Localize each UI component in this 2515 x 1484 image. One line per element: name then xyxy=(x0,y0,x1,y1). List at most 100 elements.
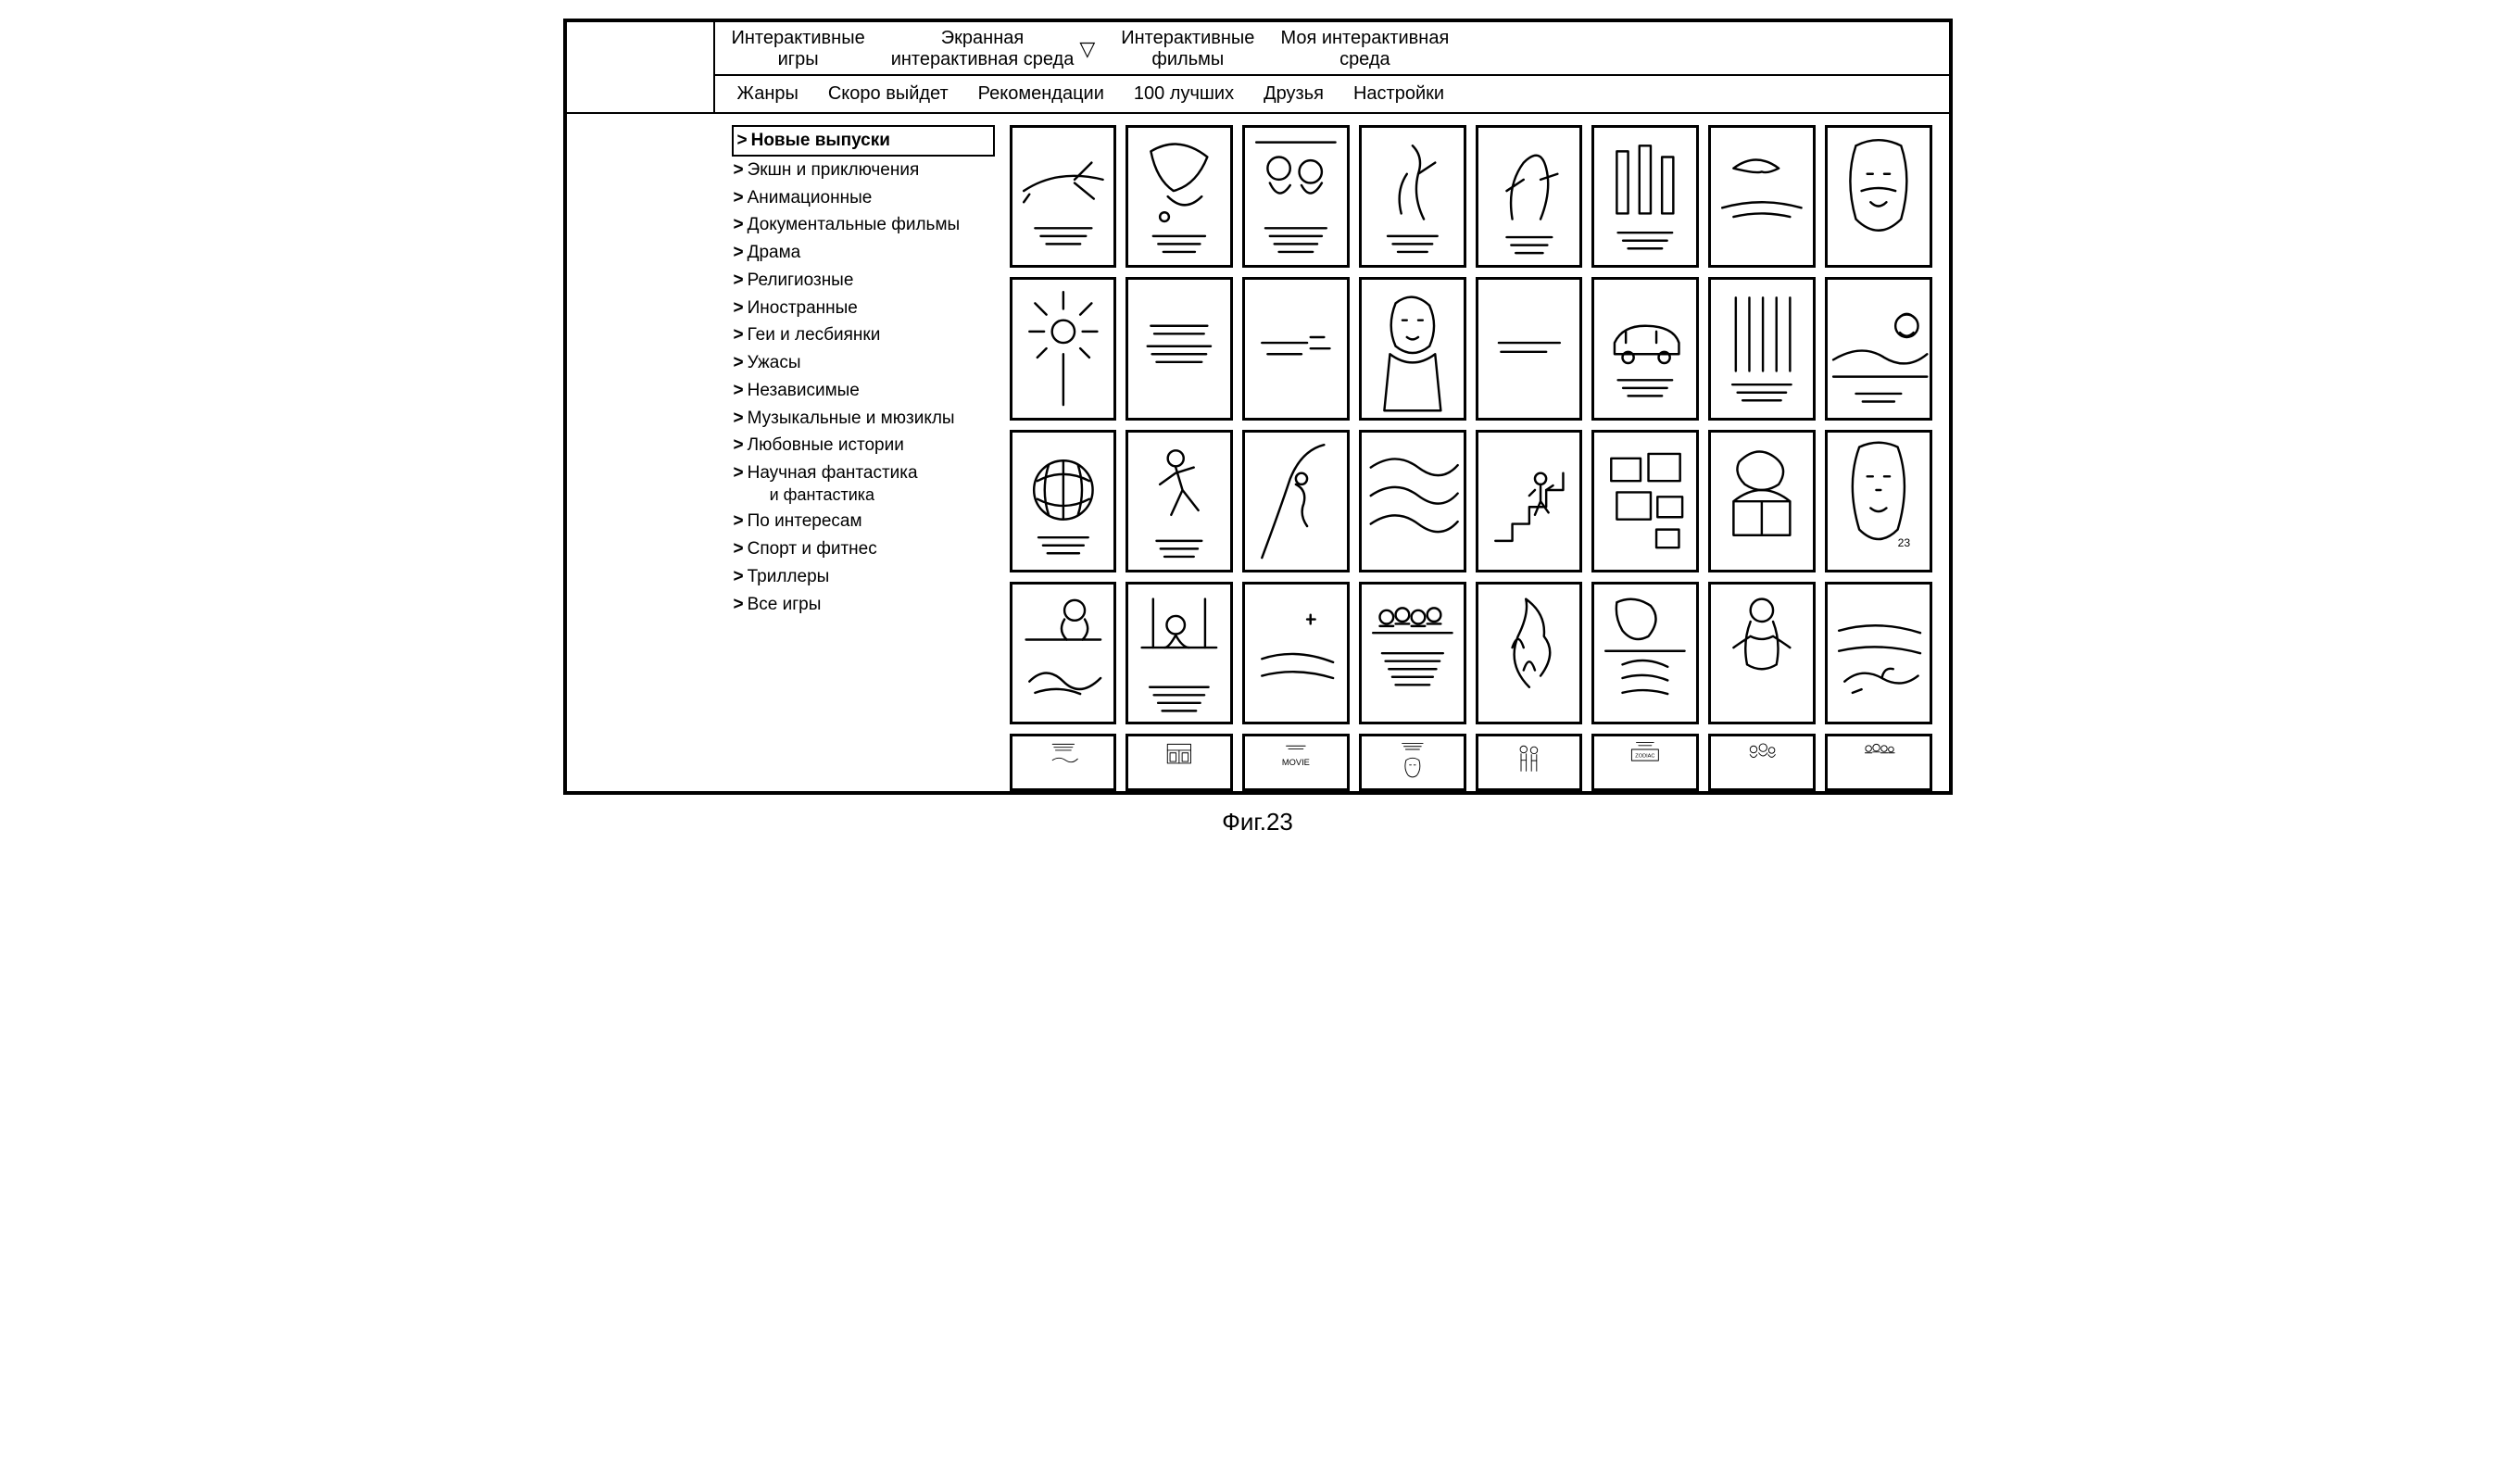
genre-item-g-indie[interactable]: >Независимые xyxy=(732,377,995,405)
genre-item-g-romance[interactable]: >Любовные истории xyxy=(732,432,995,459)
genre-label: Документальные фильмы xyxy=(748,214,961,236)
movie-thumbnail[interactable] xyxy=(1708,430,1816,572)
subnav-top100[interactable]: 100 лучших xyxy=(1134,83,1234,105)
nav-item-films[interactable]: Интерактивные фильмы xyxy=(1121,28,1254,70)
movie-thumbnail[interactable] xyxy=(1359,430,1466,572)
genre-label: Драма xyxy=(748,242,801,264)
movie-thumbnail[interactable] xyxy=(1242,430,1350,572)
movie-thumbnail[interactable] xyxy=(1010,734,1117,791)
genre-item-g-relig[interactable]: >Религиозные xyxy=(732,267,995,295)
genre-item-g-interest[interactable]: >По интересам xyxy=(732,508,995,535)
movie-thumbnail[interactable] xyxy=(1708,734,1816,791)
movie-thumbnail[interactable] xyxy=(1010,277,1117,420)
movie-thumbnail[interactable] xyxy=(1476,277,1583,420)
movie-thumbnail[interactable] xyxy=(1125,125,1233,268)
svg-text:23: 23 xyxy=(1897,536,1910,549)
movie-thumbnail[interactable] xyxy=(1359,582,1466,724)
genre-item-g-gay[interactable]: >Геи и лесбиянки xyxy=(732,321,995,349)
top-nav: Интерактивные игры Экранная интерактивна… xyxy=(715,22,1949,76)
movie-thumbnail[interactable] xyxy=(1125,582,1233,724)
movie-thumbnail[interactable] xyxy=(1825,734,1932,791)
movie-thumbnail[interactable] xyxy=(1359,125,1466,268)
movie-thumbnail[interactable] xyxy=(1125,734,1233,791)
movie-thumbnail[interactable] xyxy=(1359,734,1466,791)
movie-thumbnail[interactable] xyxy=(1010,125,1117,268)
genre-sublabel: и фантастика xyxy=(748,484,918,506)
movie-thumbnail[interactable] xyxy=(1125,277,1233,420)
movie-thumbnail[interactable] xyxy=(1708,277,1816,420)
genre-label: Экшн и приключения xyxy=(748,159,920,182)
svg-text:MOVIE: MOVIE xyxy=(1282,758,1310,767)
genre-label: Триллеры xyxy=(748,566,830,588)
subnav-genres[interactable]: Жанры xyxy=(737,83,799,105)
movie-thumbnail[interactable] xyxy=(1125,430,1233,572)
movie-thumbnail[interactable]: MOVIE xyxy=(1242,734,1350,791)
movie-thumbnail[interactable]: 23 xyxy=(1825,430,1932,572)
genre-label: Спорт и фитнес xyxy=(748,538,877,560)
subnav-soon[interactable]: Скоро выйдет xyxy=(828,83,949,105)
chevron-right-icon: > xyxy=(734,594,744,616)
subnav-settings[interactable]: Настройки xyxy=(1353,83,1444,105)
movie-thumbnail[interactable] xyxy=(1010,582,1117,724)
app-frame: Интерактивные игры Экранная интерактивна… xyxy=(563,19,1953,795)
movie-thumbnail[interactable] xyxy=(1708,582,1816,724)
genre-item-g-new[interactable]: >Новые выпуски xyxy=(732,125,995,157)
genre-label: Музыкальные и мюзиклы xyxy=(748,408,955,430)
svg-text:ZODIAC: ZODIAC xyxy=(1636,754,1655,760)
movie-thumbnail[interactable] xyxy=(1591,582,1699,724)
movie-thumbnail[interactable]: ZODIAC xyxy=(1591,734,1699,791)
chevron-right-icon: > xyxy=(734,538,744,560)
movie-thumbnail[interactable] xyxy=(1476,734,1583,791)
chevron-right-icon: > xyxy=(734,270,744,292)
movie-thumbnail[interactable] xyxy=(1708,125,1816,268)
genre-item-g-anim[interactable]: >Анимационные xyxy=(732,184,995,212)
movie-thumbnail[interactable] xyxy=(1591,430,1699,572)
genre-item-g-sport[interactable]: >Спорт и фитнес xyxy=(732,535,995,563)
movie-thumbnail[interactable] xyxy=(1242,582,1350,724)
chevron-right-icon: > xyxy=(734,214,744,236)
genre-item-g-horror[interactable]: >Ужасы xyxy=(732,349,995,377)
subnav-rec[interactable]: Рекомендации xyxy=(978,83,1104,105)
genre-item-g-thriller[interactable]: >Триллеры xyxy=(732,563,995,591)
genre-label: Научная фантастикаи фантастика xyxy=(748,462,918,505)
header-logo-block xyxy=(567,22,715,114)
movie-thumbnail[interactable] xyxy=(1242,277,1350,420)
movie-thumbnail[interactable] xyxy=(1476,582,1583,724)
chevron-right-icon: > xyxy=(734,434,744,457)
movie-thumbnail[interactable] xyxy=(1825,125,1932,268)
header-right: Интерактивные игры Экранная интерактивна… xyxy=(715,22,1949,114)
movie-thumbnail[interactable] xyxy=(1825,582,1932,724)
genre-label: Религиозные xyxy=(748,270,854,292)
movie-thumbnail[interactable] xyxy=(1242,125,1350,268)
chevron-right-icon: > xyxy=(734,242,744,264)
nav-item-games[interactable]: Интерактивные игры xyxy=(732,28,865,70)
genre-item-g-scifi[interactable]: >Научная фантастикаи фантастика xyxy=(732,459,995,508)
movie-thumbnail[interactable] xyxy=(1591,125,1699,268)
genre-item-g-drama[interactable]: >Драма xyxy=(732,239,995,267)
nav-item-env[interactable]: Экранная интерактивная среда ▽ xyxy=(891,28,1096,70)
genre-item-g-music[interactable]: >Музыкальные и мюзиклы xyxy=(732,405,995,433)
thumbnail-grid: 23 MOVIE ZODIAC xyxy=(1010,125,1932,791)
genre-item-g-doc[interactable]: >Документальные фильмы xyxy=(732,211,995,239)
movie-thumbnail[interactable] xyxy=(1010,430,1117,572)
sub-nav: Жанры Скоро выйдет Рекомендации 100 лучш… xyxy=(715,76,1949,112)
chevron-right-icon: > xyxy=(734,159,744,182)
movie-thumbnail[interactable] xyxy=(1476,125,1583,268)
chevron-right-icon: > xyxy=(734,408,744,430)
movie-thumbnail[interactable] xyxy=(1359,277,1466,420)
chevron-right-icon: > xyxy=(734,380,744,402)
movie-thumbnail[interactable] xyxy=(1825,277,1932,420)
genre-label: Иностранные xyxy=(748,297,858,320)
genre-item-g-all[interactable]: >Все игры xyxy=(732,591,995,619)
subnav-friends[interactable]: Друзья xyxy=(1264,83,1324,105)
movie-thumbnail[interactable] xyxy=(1476,430,1583,572)
genre-item-g-foreign[interactable]: >Иностранные xyxy=(732,295,995,322)
genre-label: Любовные истории xyxy=(748,434,904,457)
genre-label: Новые выпуски xyxy=(751,130,890,152)
nav-item-my-env[interactable]: Моя интерактивная среда xyxy=(1280,28,1449,70)
genre-item-g-action[interactable]: >Экшн и приключения xyxy=(732,157,995,184)
movie-thumbnail[interactable] xyxy=(1591,277,1699,420)
genre-label: Ужасы xyxy=(748,352,801,374)
nav-item-env-label: Экранная интерактивная среда xyxy=(891,28,1075,70)
chevron-right-icon: > xyxy=(734,510,744,533)
